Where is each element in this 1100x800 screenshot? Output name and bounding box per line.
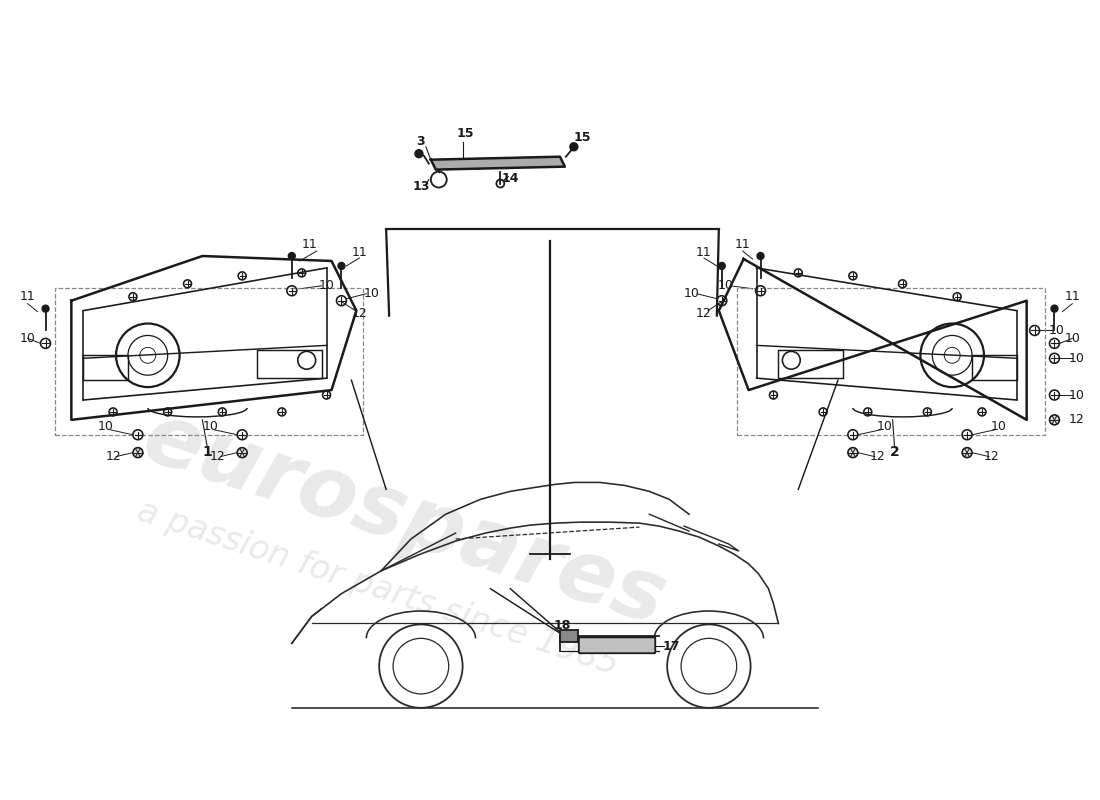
Text: 11: 11 [301, 238, 318, 250]
Text: 10: 10 [684, 287, 700, 300]
Circle shape [133, 448, 143, 458]
Text: 10: 10 [20, 332, 35, 345]
Text: 15: 15 [574, 131, 592, 144]
FancyBboxPatch shape [560, 630, 578, 642]
Circle shape [962, 448, 972, 458]
Bar [779, 350, 843, 378]
Text: 10: 10 [1065, 332, 1080, 345]
Text: 18: 18 [553, 619, 571, 632]
Text: 10: 10 [319, 279, 334, 292]
Text: 10: 10 [202, 420, 218, 434]
Circle shape [238, 448, 248, 458]
Text: 12: 12 [209, 450, 226, 463]
Text: 12: 12 [870, 450, 886, 463]
Text: 10: 10 [1068, 389, 1085, 402]
Circle shape [848, 448, 858, 458]
Text: 2: 2 [890, 445, 900, 458]
Text: 17: 17 [662, 640, 680, 653]
FancyBboxPatch shape [579, 638, 656, 654]
Text: 3: 3 [417, 135, 426, 148]
Bar [84, 355, 128, 380]
Text: 12: 12 [696, 307, 712, 320]
Circle shape [338, 262, 345, 270]
Text: 11: 11 [1065, 290, 1080, 303]
Text: a passion for parts since 1985: a passion for parts since 1985 [133, 495, 623, 682]
Text: 1: 1 [202, 445, 212, 458]
Text: 10: 10 [718, 279, 734, 292]
Bar [257, 350, 321, 378]
Text: 12: 12 [106, 450, 121, 463]
Circle shape [42, 305, 50, 312]
Circle shape [1049, 415, 1059, 425]
Text: 10: 10 [991, 420, 1006, 434]
Bar [972, 355, 1016, 380]
Circle shape [718, 262, 725, 270]
Polygon shape [431, 157, 565, 170]
Text: 10: 10 [98, 420, 114, 434]
Text: 12: 12 [984, 450, 1000, 463]
Text: 10: 10 [1048, 324, 1065, 337]
Text: 10: 10 [363, 287, 379, 300]
Text: 10: 10 [1068, 352, 1085, 365]
Circle shape [415, 150, 422, 158]
Circle shape [570, 142, 578, 150]
Text: eurospares: eurospares [133, 395, 676, 642]
Text: 11: 11 [735, 238, 750, 250]
Text: 14: 14 [502, 172, 519, 185]
Text: 13: 13 [412, 180, 430, 193]
Circle shape [757, 253, 764, 259]
Text: 10: 10 [877, 420, 892, 434]
Circle shape [288, 253, 295, 259]
Text: 11: 11 [352, 246, 367, 258]
Text: 11: 11 [696, 246, 712, 258]
Text: 12: 12 [352, 307, 367, 320]
Text: 11: 11 [20, 290, 35, 303]
Text: 15: 15 [456, 127, 474, 140]
Text: 12: 12 [1068, 414, 1085, 426]
Circle shape [1050, 305, 1058, 312]
